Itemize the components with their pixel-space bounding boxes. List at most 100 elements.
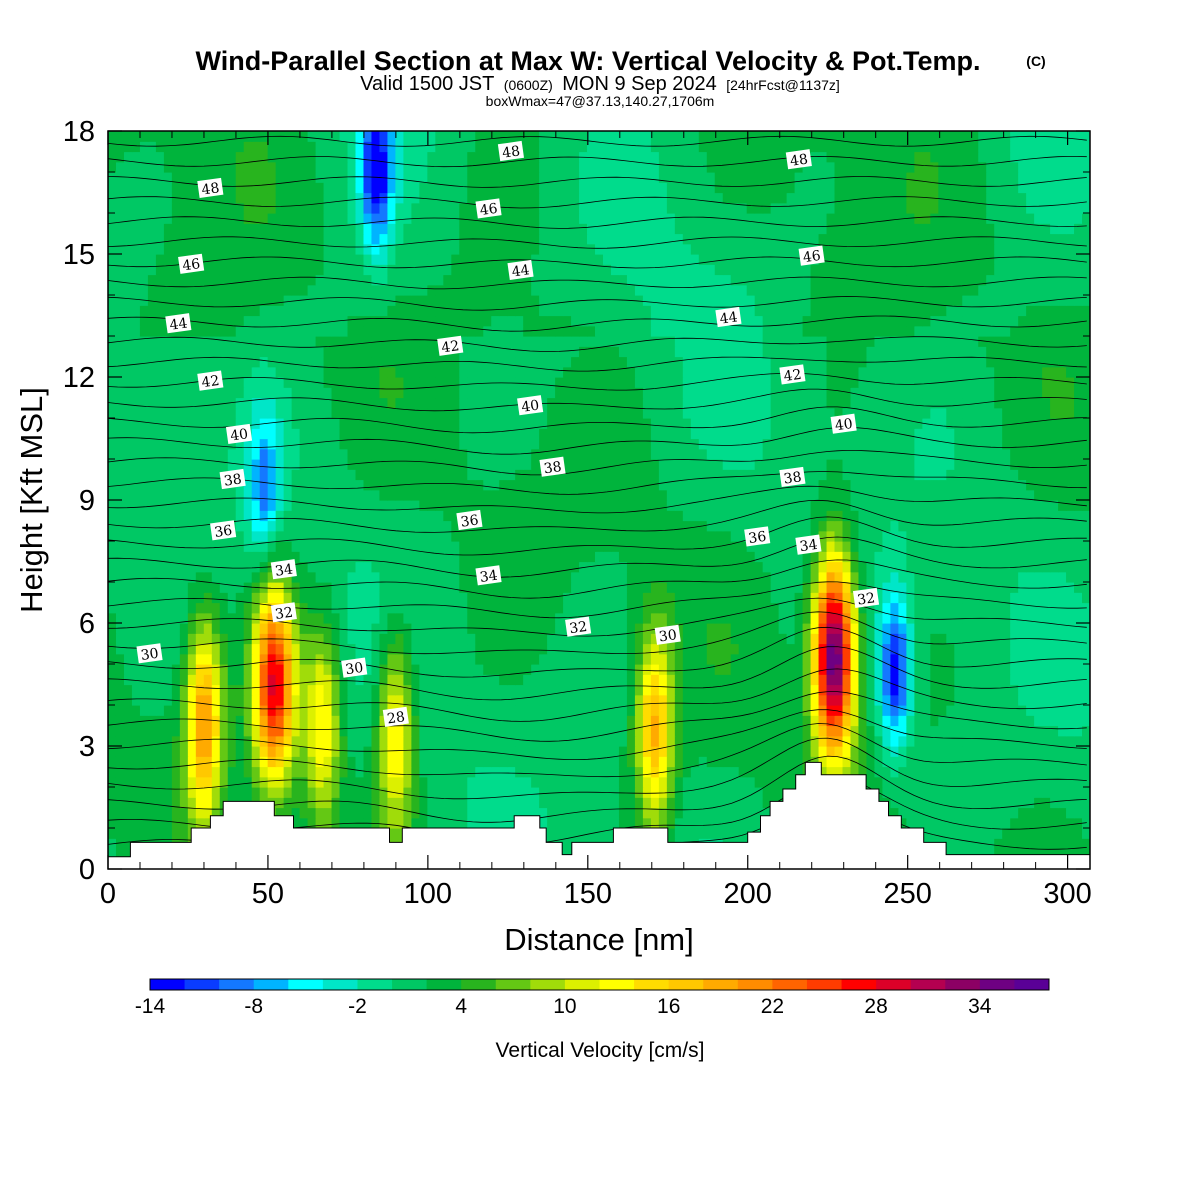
w-cell <box>978 746 987 757</box>
w-cell <box>994 489 1003 501</box>
w-cell <box>531 633 540 645</box>
w-cell <box>195 561 205 573</box>
w-cell <box>626 735 636 747</box>
w-cell <box>171 705 181 716</box>
w-cell <box>970 776 979 788</box>
w-cell <box>770 459 780 470</box>
w-cell <box>1026 520 1035 532</box>
w-cell <box>347 602 357 614</box>
w-cell <box>339 459 349 470</box>
w-cell <box>690 541 700 552</box>
w-cell <box>754 582 764 593</box>
w-cell <box>634 489 644 501</box>
w-cell <box>946 735 955 747</box>
w-cell <box>307 705 317 716</box>
w-cell <box>1050 561 1059 573</box>
w-cell <box>139 735 149 747</box>
w-cell <box>722 776 732 788</box>
w-cell <box>842 520 852 532</box>
w-cell <box>874 633 884 645</box>
w-cell <box>962 510 971 522</box>
w-cell <box>682 756 692 768</box>
w-cell <box>499 746 508 757</box>
w-cell <box>387 551 397 563</box>
w-cell <box>674 510 684 522</box>
w-cell <box>850 530 860 542</box>
w-cell <box>275 705 285 716</box>
w-cell <box>451 571 460 583</box>
w-cell <box>626 489 636 501</box>
w-cell <box>1026 612 1035 624</box>
w-cell <box>994 551 1003 563</box>
w-cell <box>283 766 293 778</box>
w-cell <box>930 479 939 491</box>
w-cell <box>491 674 500 686</box>
w-cell <box>642 776 652 788</box>
w-cell <box>115 838 125 850</box>
w-cell <box>826 694 836 706</box>
w-cell <box>515 510 524 522</box>
w-cell <box>523 520 532 532</box>
w-cell <box>419 787 428 798</box>
w-cell <box>123 735 133 747</box>
w-cell <box>754 469 764 481</box>
w-cell <box>786 582 796 593</box>
w-cell <box>1018 674 1027 686</box>
w-cell <box>403 797 412 809</box>
w-cell <box>515 459 524 470</box>
w-cell <box>970 694 979 706</box>
w-cell <box>682 592 692 604</box>
w-cell <box>531 489 540 501</box>
w-cell <box>674 817 684 829</box>
w-cell <box>954 746 963 757</box>
w-cell <box>331 582 341 593</box>
w-cell <box>451 674 460 686</box>
w-cell <box>650 530 660 542</box>
w-cell <box>163 530 173 542</box>
w-cell <box>762 715 772 727</box>
w-cell <box>467 561 476 573</box>
w-cell <box>595 643 604 655</box>
w-cell <box>634 592 644 604</box>
w-cell <box>339 694 349 706</box>
w-cell <box>459 489 468 501</box>
w-cell <box>451 612 460 624</box>
w-cell <box>906 746 915 757</box>
w-cell <box>459 674 468 686</box>
w-cell <box>115 705 125 716</box>
w-cell <box>834 602 844 614</box>
w-cell <box>195 500 205 511</box>
w-cell <box>722 612 732 624</box>
w-cell <box>1082 469 1090 481</box>
w-cell <box>299 643 309 655</box>
w-cell <box>914 561 923 573</box>
w-cell <box>179 694 189 706</box>
w-cell <box>547 694 556 706</box>
w-cell <box>794 459 804 470</box>
w-cell <box>139 582 149 593</box>
w-cell <box>746 653 756 665</box>
w-cell <box>115 828 125 839</box>
w-cell <box>395 561 404 573</box>
w-cell <box>123 817 133 829</box>
w-cell <box>571 582 580 593</box>
w-cell <box>491 592 500 604</box>
w-cell <box>515 735 524 747</box>
w-cell <box>291 735 301 747</box>
w-cell <box>211 797 221 809</box>
w-cell <box>706 797 716 809</box>
w-cell <box>1082 848 1090 860</box>
w-cell <box>882 664 891 675</box>
w-cell <box>571 520 580 532</box>
w-cell <box>563 592 572 604</box>
w-cell <box>618 766 628 778</box>
w-cell <box>890 612 899 624</box>
w-cell <box>155 479 165 491</box>
w-cell <box>323 500 333 511</box>
w-cell <box>115 459 125 470</box>
w-cell <box>187 561 197 573</box>
w-cell <box>323 797 333 809</box>
w-cell <box>427 479 436 491</box>
w-cell <box>507 715 516 727</box>
w-cell <box>778 612 788 624</box>
